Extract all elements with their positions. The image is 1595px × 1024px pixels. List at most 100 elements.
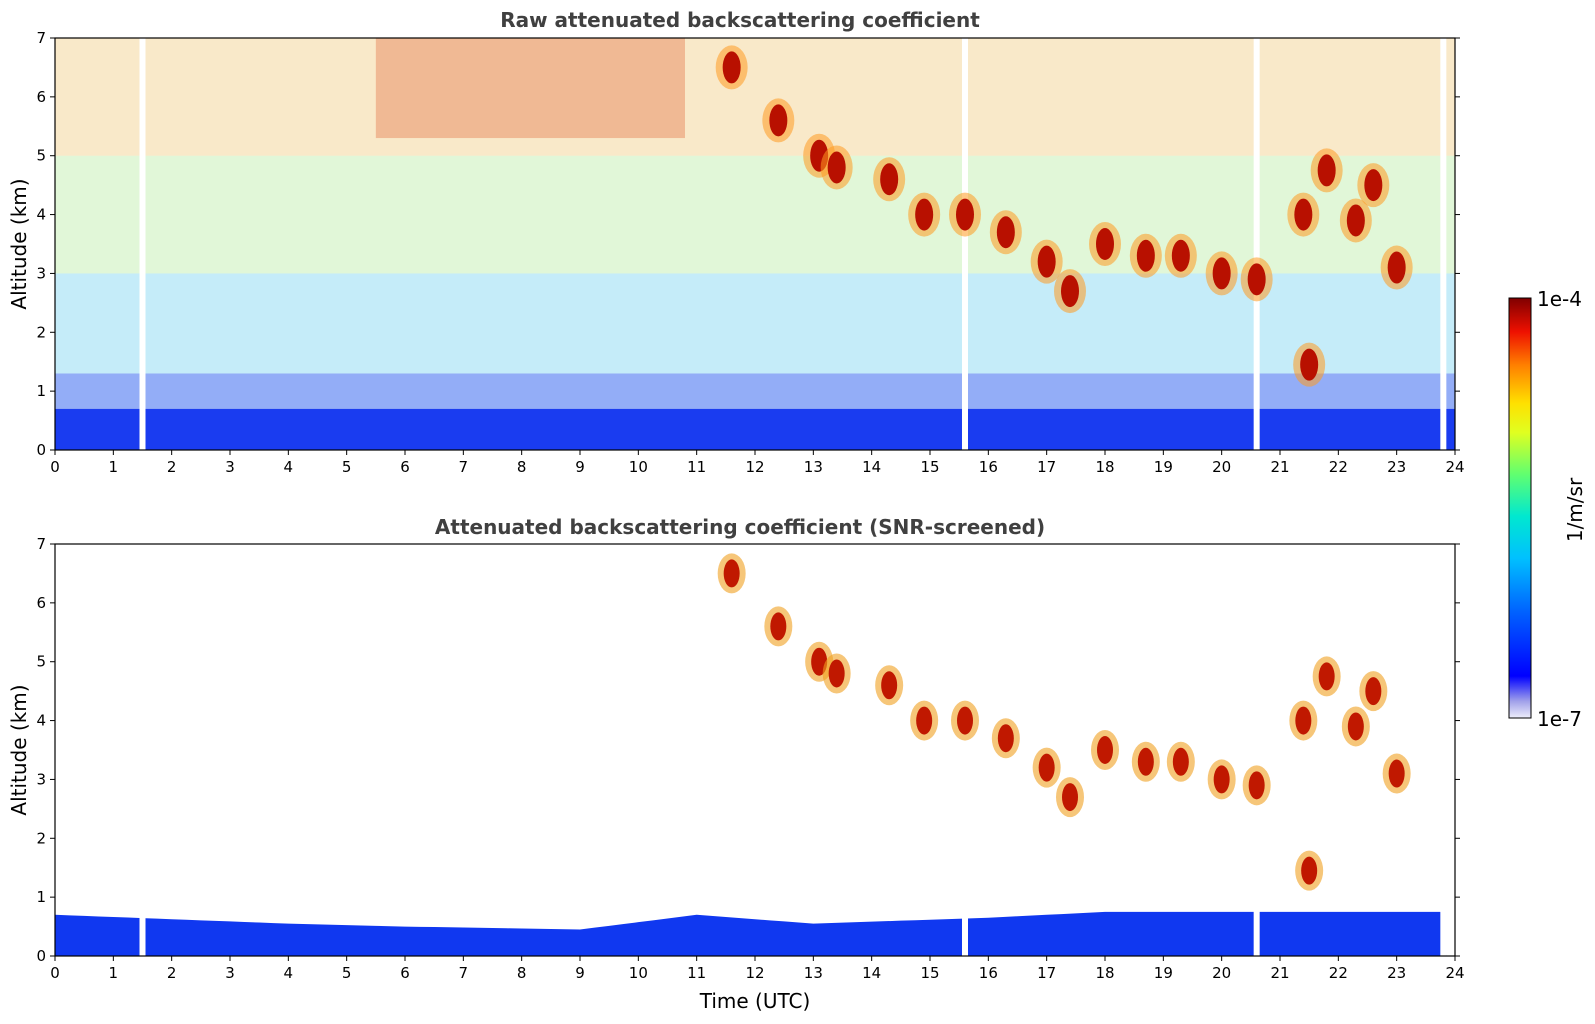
missing-profile-gap <box>139 38 146 450</box>
missing-profile-gap <box>1440 38 1447 450</box>
x-tick-label: 0 <box>50 458 60 476</box>
cloud-core <box>1301 856 1318 885</box>
x-tick-label: 5 <box>342 458 352 476</box>
cloud-core <box>828 659 845 688</box>
x-tick-label: 23 <box>1387 964 1406 982</box>
cloud-core <box>1212 257 1231 290</box>
cloud-core <box>1096 228 1114 260</box>
cloud-core <box>770 612 787 641</box>
cloud-core <box>1213 765 1230 794</box>
cloud-core <box>1247 263 1266 296</box>
x-tick-label: 18 <box>1095 964 1114 982</box>
colorbar-max-label: 1e-4 <box>1537 287 1582 311</box>
cloud-core <box>996 216 1015 249</box>
y-tick-label: 1 <box>36 888 46 906</box>
raw-x-ticks: 0 1 2 3 4 5 6 7 8 9 10 11 12 13 14 15 16 17 18 19 20 21 22 23 24 <box>50 450 1465 476</box>
cloud-core <box>769 104 788 137</box>
x-tick-label: 6 <box>400 458 410 476</box>
y-tick-label: 6 <box>36 594 46 612</box>
x-tick-label: 12 <box>745 964 764 982</box>
cloud-core <box>1248 771 1265 800</box>
y-tick-label: 5 <box>36 147 46 165</box>
missing-profile-gap <box>1253 897 1260 956</box>
x-tick-label: 13 <box>804 458 823 476</box>
x-tick-label: 1 <box>109 964 119 982</box>
colorbar: 1e-4 1e-7 1/m/sr <box>1508 287 1587 731</box>
x-tick-label: 15 <box>920 964 939 982</box>
high-altitude-haze <box>375 38 685 139</box>
y-tick-label: 2 <box>36 829 46 847</box>
cloud-core <box>1387 251 1406 284</box>
cloud-core <box>1097 736 1113 764</box>
cloud-core <box>916 706 933 735</box>
screened-y-ticks: 0 1 2 3 4 5 6 7 <box>36 535 1460 965</box>
raw-panel-title: Raw attenuated backscattering coefficien… <box>500 8 980 32</box>
cloud-core <box>1037 245 1056 278</box>
cloud-core <box>1388 759 1405 788</box>
missing-profile-gap <box>962 38 968 450</box>
background-signal-band <box>55 408 1455 450</box>
cloud-core <box>1347 712 1364 741</box>
x-tick-label: 20 <box>1212 458 1231 476</box>
x-tick-label: 18 <box>1095 458 1114 476</box>
background-signal-band <box>55 38 1455 156</box>
cloud-core <box>1062 783 1078 812</box>
y-tick-label: 6 <box>36 88 46 106</box>
x-tick-label: 24 <box>1445 458 1464 476</box>
cloud-core <box>722 51 741 84</box>
y-tick-label: 3 <box>36 770 46 788</box>
cloud-core <box>1317 154 1336 187</box>
x-tick-label: 21 <box>1270 964 1289 982</box>
cloud-core <box>956 198 974 231</box>
x-tick-label: 11 <box>687 964 706 982</box>
boundary-layer-signal <box>55 911 1447 956</box>
cloud-core <box>1318 662 1335 691</box>
screened-y-axis-label: Altitude (km) <box>7 684 31 815</box>
x-tick-label: 17 <box>1037 458 1056 476</box>
y-tick-label: 4 <box>36 206 46 224</box>
x-tick-label: 9 <box>575 458 585 476</box>
x-tick-label: 7 <box>459 458 469 476</box>
raw-y-ticks: 0 1 2 3 4 5 6 7 <box>36 29 1460 459</box>
x-tick-label: 5 <box>342 964 352 982</box>
x-tick-label: 17 <box>1037 964 1056 982</box>
screened-panel-title: Attenuated backscattering coefficient (S… <box>435 515 1045 539</box>
cloud-core <box>1038 753 1055 782</box>
cloud-core <box>1171 239 1190 272</box>
x-tick-label: 3 <box>225 964 235 982</box>
screened-panel: Attenuated backscattering coefficient (S… <box>7 515 1465 1013</box>
cloud-core <box>1061 275 1079 308</box>
colorbar-unit-label: 1/m/sr <box>1563 477 1587 542</box>
missing-profile-gap <box>1440 897 1447 956</box>
raw-plot-area <box>55 38 1455 450</box>
cloud-core <box>997 724 1014 753</box>
screened-plot-frame <box>54 543 1456 957</box>
x-tick-label: 14 <box>862 458 881 476</box>
y-tick-label: 5 <box>36 653 46 671</box>
cloud-core <box>723 559 740 588</box>
cloud-core <box>1365 677 1382 706</box>
y-tick-label: 0 <box>36 947 46 965</box>
missing-profile-gap <box>1253 38 1260 450</box>
colorbar-min-label: 1e-7 <box>1537 707 1582 731</box>
cloud-core <box>881 671 898 700</box>
x-tick-label: 22 <box>1329 458 1348 476</box>
raw-y-axis-label: Altitude (km) <box>7 178 31 309</box>
x-tick-label: 23 <box>1387 458 1406 476</box>
cloud-core <box>1137 747 1154 776</box>
x-tick-label: 3 <box>225 458 235 476</box>
cloud-core <box>880 163 899 196</box>
background-signal-band <box>55 155 1455 274</box>
y-tick-label: 0 <box>36 441 46 459</box>
y-tick-label: 7 <box>36 29 46 47</box>
x-tick-label: 8 <box>517 458 527 476</box>
cloud-core <box>827 151 846 184</box>
missing-profile-gap <box>139 897 146 956</box>
y-tick-label: 2 <box>36 323 46 341</box>
x-tick-label: 21 <box>1270 458 1289 476</box>
x-tick-label: 0 <box>50 964 60 982</box>
cloud-core <box>1136 239 1155 272</box>
x-tick-label: 19 <box>1154 964 1173 982</box>
x-tick-label: 20 <box>1212 964 1231 982</box>
